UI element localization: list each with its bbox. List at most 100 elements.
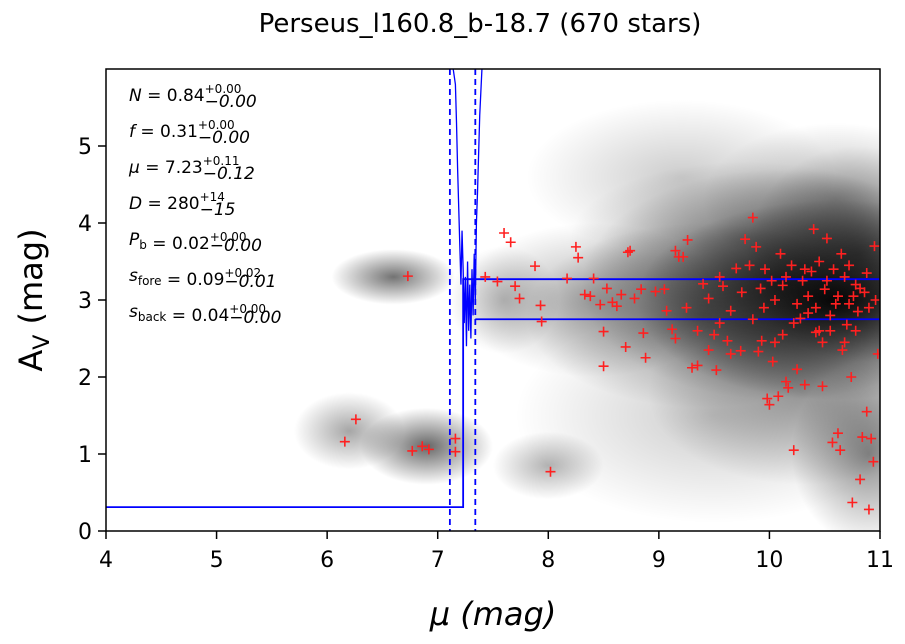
star-point	[769, 337, 780, 348]
star-point	[573, 252, 584, 263]
star-point	[764, 399, 775, 410]
star-point	[777, 329, 788, 340]
fit-statistics: N = 0.84+0.00−0.00f = 0.31+0.00−0.00μ = …	[128, 82, 281, 328]
star-point	[806, 266, 817, 277]
star-point	[744, 260, 755, 271]
star-point	[579, 289, 590, 300]
star-point	[848, 291, 859, 302]
x-tick-label: 4	[99, 548, 113, 573]
star-point	[844, 260, 855, 271]
star-point	[709, 329, 720, 340]
star-point	[659, 284, 670, 295]
fit-stat-sfore: sfore = 0.09+0.02	[129, 266, 261, 290]
y-tick-label: 1	[78, 443, 92, 468]
star-point	[861, 406, 872, 417]
chart-title: Perseus_l160.8_b-18.7 (670 stars)	[259, 9, 702, 39]
fit-stat-: μ = 7.23+0.11	[128, 154, 240, 178]
star-point	[775, 248, 786, 259]
star-point	[505, 237, 516, 248]
star-point	[711, 365, 722, 376]
fit-stat-sback: sback = 0.04+0.00	[129, 302, 266, 326]
fit-stat-minus: −0.12	[203, 164, 255, 184]
star-point	[844, 298, 855, 309]
star-point	[616, 289, 627, 300]
star-point	[863, 302, 874, 313]
star-point	[402, 271, 413, 282]
y-tick-label: 5	[78, 135, 92, 160]
star-point	[841, 319, 852, 330]
fit-stat-minus: −0.00	[205, 92, 257, 112]
star-point	[670, 333, 681, 344]
fit-stat-minus: −15	[200, 200, 236, 220]
star-point	[350, 414, 361, 425]
star-point	[797, 275, 808, 286]
star-point	[792, 298, 803, 309]
likelihood-curve	[452, 69, 483, 347]
star-point	[661, 305, 672, 316]
star-point	[492, 276, 503, 287]
x-tick-label: 8	[541, 548, 555, 573]
star-point	[781, 271, 792, 282]
star-point	[681, 302, 692, 313]
star-points	[339, 212, 880, 515]
model-step-line	[106, 278, 880, 509]
x-tick-label: 9	[652, 548, 666, 573]
star-point	[622, 247, 633, 258]
star-point	[678, 251, 689, 262]
star-point	[808, 224, 819, 235]
star-point	[827, 437, 838, 448]
fit-stat-minus: −0.00	[198, 128, 250, 148]
star-point	[698, 278, 709, 289]
star-point	[821, 275, 832, 286]
star-point	[767, 356, 778, 367]
star-point	[530, 261, 541, 272]
star-point	[650, 286, 661, 297]
star-point	[682, 234, 693, 245]
star-point	[863, 504, 874, 515]
star-point	[625, 245, 636, 256]
star-point	[670, 245, 681, 256]
y-axis-ticks: 0 1 2 3 4 5	[78, 135, 106, 545]
star-point	[814, 325, 825, 336]
star-point	[762, 393, 773, 404]
y-tick-label: 0	[78, 520, 92, 545]
star-point	[847, 497, 858, 508]
star-point	[480, 271, 491, 282]
star-point	[714, 271, 725, 282]
star-point	[781, 376, 792, 387]
star-point	[407, 445, 418, 456]
star-point	[717, 281, 728, 292]
star-point	[777, 280, 788, 291]
star-point	[828, 264, 839, 275]
star-point	[595, 299, 606, 310]
star-point	[839, 337, 850, 348]
star-point	[835, 445, 846, 456]
x-tick-label: 5	[210, 548, 224, 573]
star-point	[855, 283, 866, 294]
star-point	[735, 345, 746, 356]
star-point	[703, 293, 714, 304]
star-point	[598, 326, 609, 337]
star-point	[810, 302, 821, 313]
star-point	[692, 325, 703, 336]
star-point	[836, 248, 847, 259]
x-axis-ticks: 4 5 6 7 8 9 10 11	[99, 531, 894, 573]
fit-stat-d: D = 280+14	[129, 190, 225, 214]
x-tick-label: 7	[431, 548, 445, 573]
star-point	[803, 308, 814, 319]
star-point	[830, 298, 841, 309]
star-point	[703, 345, 714, 356]
star-point	[753, 346, 764, 357]
star-point	[638, 328, 649, 339]
density-map	[293, 99, 880, 531]
star-point	[598, 361, 609, 372]
star-point	[629, 293, 640, 304]
star-point	[837, 345, 848, 356]
density-blob	[448, 246, 560, 354]
star-point	[799, 264, 810, 275]
star-point	[766, 275, 777, 286]
star-point	[417, 441, 428, 452]
star-point	[866, 433, 877, 444]
star-point	[825, 325, 836, 336]
star-point	[620, 341, 631, 352]
